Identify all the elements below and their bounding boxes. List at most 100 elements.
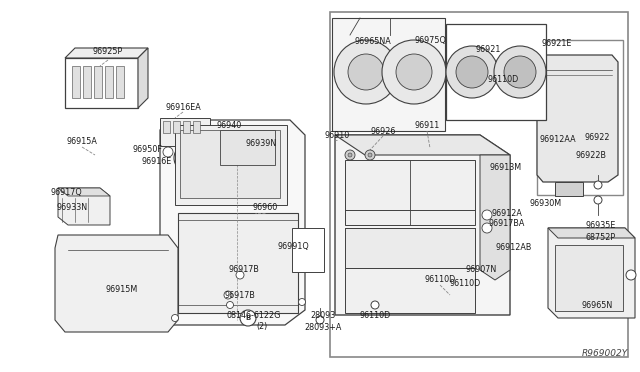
Text: 96916E: 96916E: [142, 157, 172, 167]
Polygon shape: [480, 155, 510, 280]
Bar: [345, 268, 475, 313]
Circle shape: [494, 46, 546, 98]
Circle shape: [348, 153, 352, 157]
Text: 96922: 96922: [584, 132, 610, 141]
Text: 96917BA: 96917BA: [489, 219, 525, 228]
Text: 96912AA: 96912AA: [540, 135, 576, 144]
Circle shape: [316, 316, 324, 324]
Bar: [94, 66, 102, 98]
Text: 28093: 28093: [310, 311, 335, 320]
Text: 08146-6122G: 08146-6122G: [227, 311, 281, 320]
Text: R969002Y: R969002Y: [582, 349, 628, 358]
Bar: [178, 213, 298, 313]
Bar: [292, 228, 324, 272]
Circle shape: [186, 156, 190, 160]
Text: 96110D: 96110D: [424, 276, 456, 285]
Bar: [160, 118, 210, 146]
Text: 96922B: 96922B: [575, 151, 607, 160]
Circle shape: [504, 56, 536, 88]
Text: 96930M: 96930M: [530, 199, 562, 208]
Text: 96965N: 96965N: [581, 301, 612, 311]
Circle shape: [298, 298, 305, 305]
Bar: [163, 121, 170, 133]
Text: 96917B: 96917B: [225, 291, 255, 299]
Circle shape: [227, 301, 234, 308]
Text: 96110D: 96110D: [360, 311, 390, 320]
Text: 96975Q: 96975Q: [414, 36, 446, 45]
Bar: [72, 66, 80, 98]
Circle shape: [626, 270, 636, 280]
Text: 96925P: 96925P: [93, 48, 123, 57]
Text: 96907N: 96907N: [465, 264, 497, 273]
Text: 96933N: 96933N: [56, 202, 88, 212]
Polygon shape: [65, 48, 148, 58]
Circle shape: [365, 150, 375, 160]
Circle shape: [368, 153, 372, 157]
Circle shape: [594, 181, 602, 189]
Polygon shape: [138, 48, 148, 108]
Polygon shape: [160, 120, 305, 325]
Circle shape: [382, 40, 446, 104]
Text: 96911: 96911: [414, 122, 440, 131]
Text: 96935E: 96935E: [586, 221, 616, 230]
Circle shape: [334, 40, 398, 104]
Text: 96912AB: 96912AB: [496, 243, 532, 251]
Circle shape: [371, 301, 379, 309]
Polygon shape: [58, 188, 110, 196]
Circle shape: [396, 54, 432, 90]
Bar: [345, 160, 475, 225]
Circle shape: [348, 54, 384, 90]
Text: 96916EA: 96916EA: [165, 103, 201, 112]
Circle shape: [240, 310, 256, 326]
Text: 68752P: 68752P: [586, 232, 616, 241]
Circle shape: [345, 150, 355, 160]
Text: B: B: [245, 315, 251, 321]
Text: 96915A: 96915A: [67, 138, 97, 147]
Circle shape: [181, 151, 195, 165]
Polygon shape: [335, 135, 510, 155]
Text: 96915M: 96915M: [106, 285, 138, 294]
Text: 96921: 96921: [476, 45, 500, 55]
Text: 28093+A: 28093+A: [304, 323, 342, 331]
Circle shape: [236, 271, 244, 279]
Bar: [83, 66, 91, 98]
Circle shape: [456, 56, 488, 88]
Bar: [332, 18, 445, 131]
Polygon shape: [65, 58, 138, 108]
Polygon shape: [180, 130, 280, 198]
Polygon shape: [335, 135, 510, 315]
Circle shape: [594, 196, 602, 204]
Text: 96950F: 96950F: [132, 145, 162, 154]
Circle shape: [172, 314, 179, 321]
Text: 96939N: 96939N: [245, 138, 276, 148]
Circle shape: [446, 46, 498, 98]
Bar: [175, 125, 287, 205]
Bar: [183, 121, 190, 133]
Bar: [220, 130, 275, 165]
Text: 96926: 96926: [371, 126, 396, 135]
Bar: [116, 66, 124, 98]
Bar: [105, 66, 113, 98]
Text: 96960: 96960: [252, 203, 278, 212]
Bar: [193, 121, 200, 133]
Bar: [330, 12, 628, 357]
Polygon shape: [58, 188, 110, 225]
Bar: [446, 24, 546, 120]
Polygon shape: [548, 228, 635, 318]
Text: 96917B: 96917B: [228, 266, 259, 275]
Bar: [555, 182, 583, 196]
Text: 96912A: 96912A: [492, 208, 522, 218]
Text: 96913M: 96913M: [490, 164, 522, 173]
Bar: [555, 245, 623, 311]
Text: 96110D: 96110D: [449, 279, 481, 288]
Text: 96917Q: 96917Q: [50, 189, 82, 198]
Polygon shape: [537, 55, 618, 182]
Bar: [173, 121, 180, 133]
Text: 96921E: 96921E: [542, 39, 572, 48]
Text: 96910: 96910: [324, 131, 349, 140]
Bar: [537, 40, 623, 195]
Circle shape: [174, 144, 202, 172]
Text: (2): (2): [257, 323, 268, 331]
Text: 96991Q: 96991Q: [277, 243, 309, 251]
Text: 96965NA: 96965NA: [355, 36, 392, 45]
